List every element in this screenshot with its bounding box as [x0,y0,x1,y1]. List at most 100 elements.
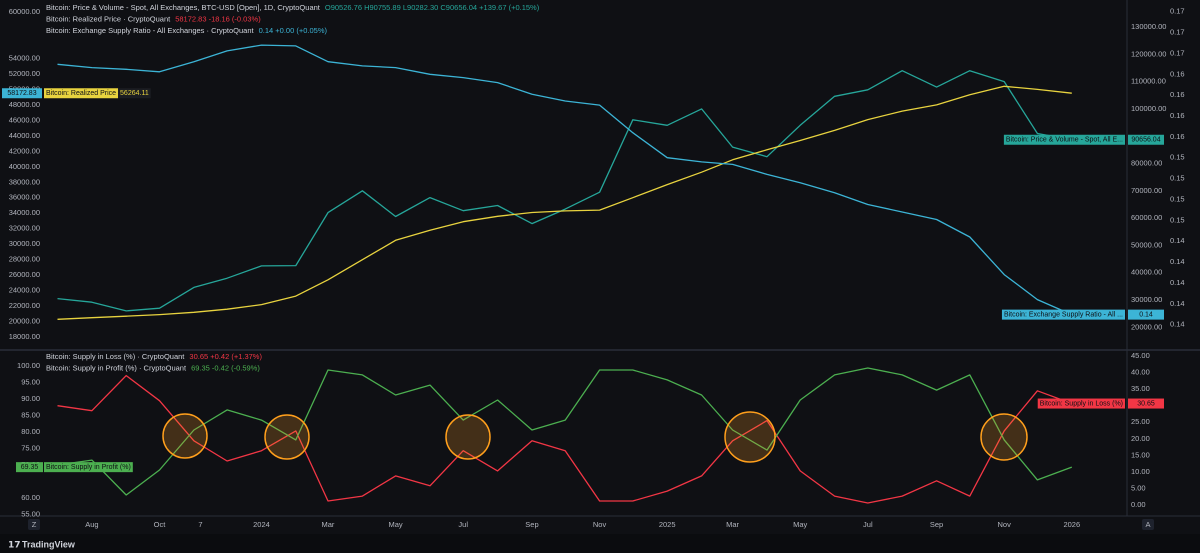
badge-name: Bitcoin: Supply in Profit (%) [46,464,131,471]
y2-tick-label: 100000.00 [1131,104,1166,113]
series-line [57,367,1073,496]
y-tick-label: 60.00 [21,493,40,502]
legend-status: 58172.83 -18.16 (-0.03%) [175,14,261,23]
y3-tick-label: 0.14 [1170,257,1185,266]
y-tick-label: 34000.00 [9,208,40,217]
badge-value-bg [16,462,43,473]
y-tick-label: 36000.00 [9,193,40,202]
y-tick-label: 46000.00 [9,115,40,124]
badge-value: 90656.04 [1131,137,1160,144]
x-tick-label: Mar [322,520,335,529]
y-tick-label: 42000.00 [9,146,40,155]
highlight-circle [724,411,776,463]
y-tick-label: 24000.00 [9,286,40,295]
y-tick-label: 60000.00 [9,7,40,16]
legend-status: O90526.76 H90755.89 L90282.30 C90656.04 … [325,3,540,12]
y-tick-label: 90.00 [21,394,40,403]
y3-tick-label: 0.14 [1170,299,1185,308]
zoom-button[interactable] [28,519,40,530]
axis-badge: 58172.83 [7,90,36,97]
footer-logo-mark: 𝟭𝟳 [8,539,21,549]
badge-value: 30.65 [1137,400,1155,407]
y2-tick-label: 40000.00 [1131,268,1162,277]
y3-tick-label: 0.15 [1170,153,1185,162]
highlight-circle [445,414,491,460]
x-tick-label: 2025 [659,520,676,529]
y3-tick-label: 0.14 [1170,278,1185,287]
y2-tick-label: 50000.00 [1131,240,1162,249]
y2-tick-label: 130000.00 [1131,22,1166,31]
badge-name: Bitcoin: Supply in Loss (%) [1040,400,1123,407]
y-tick-label: 54000.00 [9,53,40,62]
x-tick-label: Nov [998,520,1012,529]
y3-tick-label: 0.15 [1170,174,1185,183]
y-tick-label: 55.00 [21,509,40,518]
badge-name-bg [1037,398,1125,409]
badge-value-bg [1128,309,1164,320]
legend-status: 69.35 -0.42 (-0.59%) [191,363,260,372]
x-tick-label: Jul [863,520,873,529]
highlight-circle [264,414,310,460]
y-tick-label: 85.00 [21,410,40,419]
y2-tick-label: 15.00 [1131,450,1150,459]
y-tick-label: 38000.00 [9,177,40,186]
x-tick-label: Sep [930,520,943,529]
zoom-button-label[interactable]: Z [32,520,37,529]
y-tick-label: 22000.00 [9,301,40,310]
x-tick-label: 7 [198,520,202,529]
legend-name: Bitcoin: Supply in Profit (%) · CryptoQu… [46,363,187,372]
y-tick-label: 100.00 [17,361,40,370]
y-tick-label: 44000.00 [9,131,40,140]
y-tick-label: 28000.00 [9,255,40,264]
labels: 60000.00 54000.00 52000.00 50000.00 48000.00… [2,3,1185,529]
y2-tick-label: 20.00 [1131,434,1150,443]
badge-value: 56264.11 [120,90,149,97]
highlight-circle [980,413,1028,461]
y3-tick-label: 0.16 [1170,90,1185,99]
badge-name-bg [44,462,133,473]
y-tick-label: 30000.00 [9,239,40,248]
y3-tick-label: 0.16 [1170,69,1185,78]
x-tick-label: Nov [593,520,607,529]
auto-scale-button-label[interactable]: A [1145,520,1150,529]
y3-tick-label: 0.14 [1170,320,1185,329]
y2-tick-label: 80000.00 [1131,158,1162,167]
highlight-circle [162,413,208,459]
y-tick-label: 52000.00 [9,69,40,78]
x-tick-label: Aug [85,520,98,529]
auto-scale-button[interactable] [1142,519,1154,530]
badge-value-bg [1128,134,1164,145]
y3-tick-label: 0.14 [1170,236,1185,245]
x-tick-label: May [793,520,807,529]
badge-value: 0.14 [1139,311,1153,318]
legend-name: Bitcoin: Price & Volume - Spot, All Exch… [46,3,321,12]
y2-tick-label: 20000.00 [1131,322,1162,331]
y2-tick-label: 35.00 [1131,384,1150,393]
x-tick-label: Oct [154,520,167,529]
footer-bar [0,534,1200,553]
axis-badge-bg [2,88,42,99]
y3-tick-label: 0.17 [1170,7,1185,16]
highlight-circles [162,411,1028,463]
y2-tick-label: 120000.00 [1131,49,1166,58]
badge-name: Bitcoin: Realized Price [46,90,116,97]
x-tick-label: 2026 [1063,520,1080,529]
series-line [57,70,1072,312]
legend-name: Bitcoin: Exchange Supply Ratio - All Exc… [46,26,255,35]
badge-value-bg [1128,398,1164,409]
badge-name: Bitcoin: Exchange Supply Ratio - All ... [1004,311,1123,318]
y2-tick-label: 70000.00 [1131,186,1162,195]
badge-name-bg [44,88,119,99]
y-tick-label: 75.00 [21,443,40,452]
badge-value-bg [118,88,151,99]
y-tick-label: 48000.00 [9,100,40,109]
y2-tick-label: 25.00 [1131,417,1150,426]
y3-tick-label: 0.16 [1170,111,1185,120]
badge-name-bg [1001,309,1125,320]
series-line [57,374,1073,504]
y2-tick-label: 0.00 [1131,500,1146,509]
y2-tick-label: 30000.00 [1131,295,1162,304]
footer-brand: TradingView [22,539,76,549]
y-tick-label: 32000.00 [9,224,40,233]
